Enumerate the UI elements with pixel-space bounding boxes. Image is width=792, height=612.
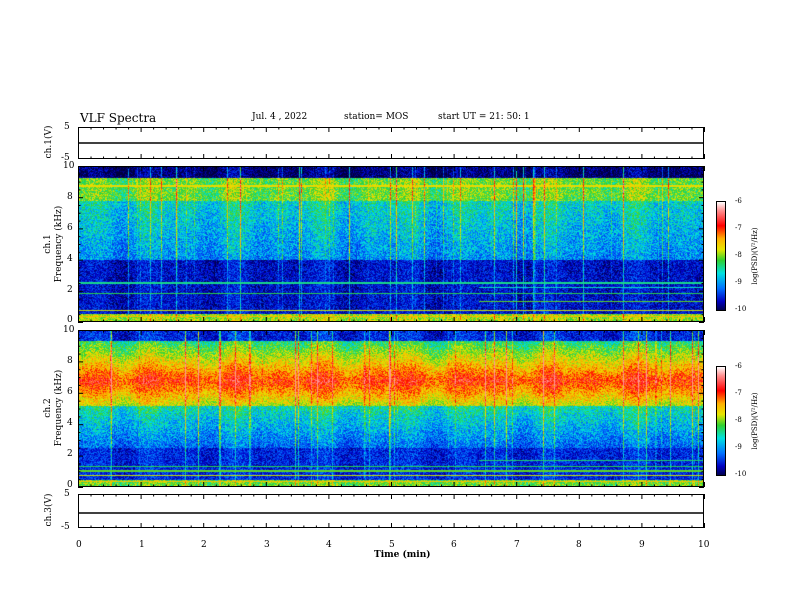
x-tick-label: 5: [389, 540, 395, 550]
ch1-cbar-tick: -10: [735, 305, 747, 313]
ch1-ytick: 4: [67, 254, 73, 264]
x-tick-label: 0: [76, 540, 82, 550]
x-tick-label: 1: [139, 540, 145, 550]
ch1-voltage-trace: [79, 142, 703, 144]
ch1-voltage-ytick-max: 5: [64, 122, 70, 132]
ch3-voltage-ytick-min: -5: [61, 522, 70, 532]
x-tick-label: 6: [451, 540, 457, 550]
x-tick-label: 4: [326, 540, 332, 550]
x-tick-label: 2: [201, 540, 207, 550]
ch1-ytick: 10: [63, 161, 75, 171]
station-label: station= MOS: [344, 112, 409, 122]
ch2-ytick: 4: [67, 418, 73, 428]
ch1-cbar-tick: -9: [735, 278, 742, 286]
ch2-ytick: 8: [67, 356, 73, 366]
ch1-spectrogram-image: [79, 167, 703, 321]
x-tick-label: 3: [264, 540, 270, 550]
ch2-ytick: 2: [67, 449, 73, 459]
date-label: Jul. 4 , 2022: [252, 112, 308, 122]
ch1-ytick: 8: [67, 192, 73, 202]
ch1-ytick: 0: [67, 315, 73, 325]
ch3-voltage-trace: [79, 512, 703, 514]
ch1-cbar-tick: -6: [735, 197, 742, 205]
ch1-ytick: 6: [67, 223, 73, 233]
x-tick-label: 7: [514, 540, 520, 550]
ch2-ytick: 6: [67, 387, 73, 397]
x-tick-label: 10: [698, 540, 710, 550]
ch2-colorbar: [716, 366, 726, 476]
x-tick-label: 9: [639, 540, 645, 550]
ch2-cbar-tick: -6: [735, 362, 742, 370]
ch2-cbar-tick: -7: [735, 389, 742, 397]
ch2-cbar-tick: -8: [735, 416, 742, 424]
ch1-ytick: 2: [67, 285, 73, 295]
ch2-spectrogram: [78, 330, 704, 487]
ch1-cbar-tick: -8: [735, 251, 742, 259]
x-tick-label: 8: [576, 540, 582, 550]
start-ut-label: start UT = 21: 50: 1: [438, 112, 530, 122]
ch2-spectrogram-image: [79, 331, 703, 486]
ch2-cbar-tick: -9: [735, 443, 742, 451]
ch3-voltage-ytick-max: 5: [64, 489, 70, 499]
plot-title: VLF Spectra: [80, 111, 157, 125]
ch2-ytick: 0: [67, 480, 73, 490]
x-axis-label: Time (min): [374, 550, 431, 560]
ch1-voltage-ytick-min: -5: [61, 153, 70, 163]
ch1-colorbar: [716, 201, 726, 311]
ch2-ytick: 10: [63, 325, 75, 335]
ch1-cbar-tick: -7: [735, 224, 742, 232]
ch2-cbar-tick: -10: [735, 470, 747, 478]
